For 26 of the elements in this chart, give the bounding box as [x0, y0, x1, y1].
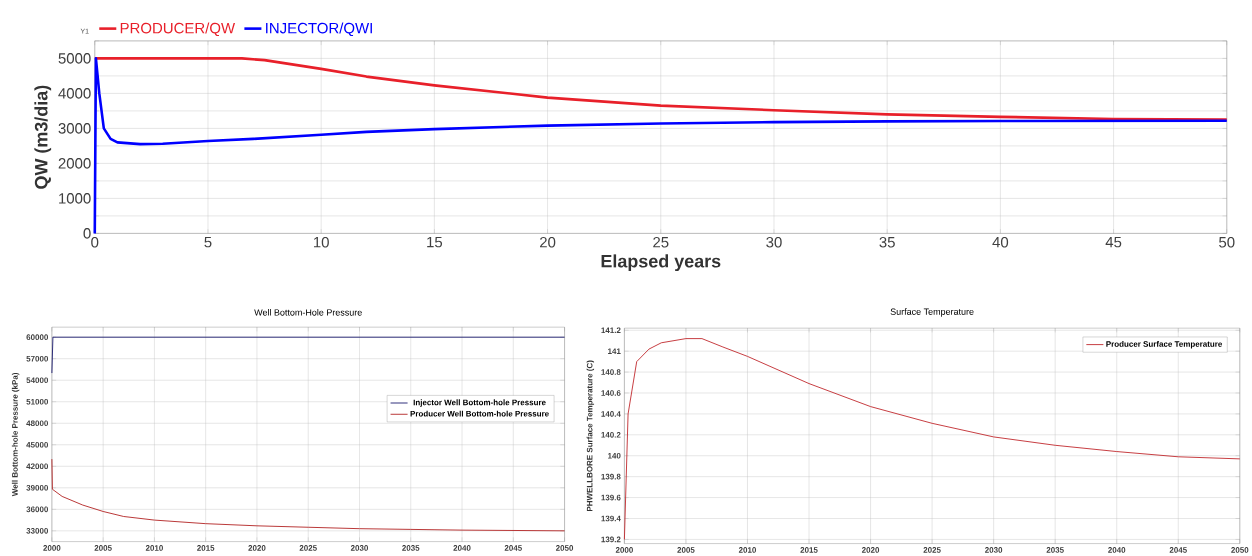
x-tick-label: 0: [91, 236, 99, 248]
legend-label: PRODUCER/QW: [120, 22, 236, 37]
x-tick-label: 40: [992, 236, 1009, 248]
x-tick-label: 25: [653, 236, 669, 248]
y-tick-label: 5000: [58, 53, 91, 64]
x-tick-label: 10: [313, 236, 329, 248]
x-tick-label: 35: [879, 236, 895, 248]
x-axis-title: Elapsed years: [601, 254, 721, 272]
y-tick-label: 2000: [58, 158, 91, 169]
x-tick-label: 50: [1219, 236, 1235, 248]
line-series: [93, 57, 1229, 235]
y-tick-label: 3000: [58, 123, 91, 134]
y-axis-title: QW (m3/dia): [34, 85, 52, 189]
x-tick-label: 45: [1105, 236, 1122, 248]
chart-title: Well Bottom-Hole Pressure: [254, 309, 362, 316]
line-series: [51, 458, 565, 532]
x-tick-label: 20: [540, 236, 556, 248]
chart-title: Surface Temperature: [890, 308, 974, 317]
line-series: [623, 338, 1241, 540]
legend-label: INJECTOR/QWI: [266, 22, 372, 37]
y-tick-label: 4000: [58, 88, 91, 99]
x-tick-label: 15: [427, 236, 443, 248]
y-tick-label: 0: [83, 228, 91, 239]
x-tick-label: 5: [204, 236, 212, 248]
y-tick-label: 1000: [59, 193, 91, 204]
x-tick-label: 30: [766, 236, 782, 248]
